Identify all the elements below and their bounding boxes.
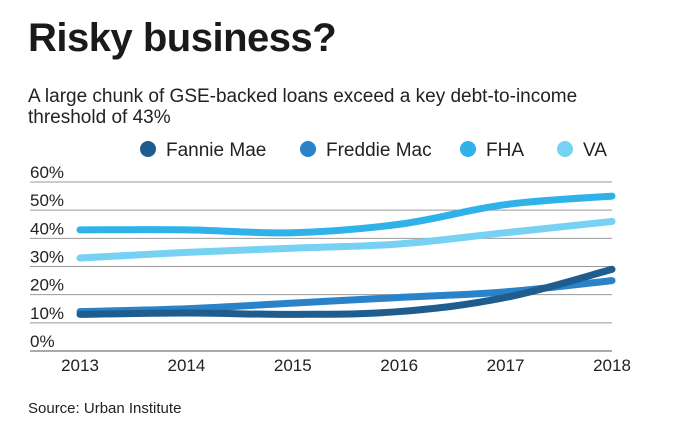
series-line-freddie-mac (76, 277, 616, 316)
x-tick-label: 2015 (274, 356, 312, 375)
series-line-va (76, 217, 616, 262)
legend-label: Fannie Mae (166, 140, 266, 161)
x-tick-label: 2018 (593, 356, 631, 375)
chart-title: Risky business? (28, 16, 337, 60)
x-tick-label: 2013 (61, 356, 99, 375)
y-tick-label: 0% (30, 332, 55, 351)
x-axis-ticks: 2013 2014 2015 2016 2017 2018 (61, 356, 631, 375)
legend-label: FHA (486, 140, 524, 161)
legend-label: Freddie Mac (326, 140, 432, 161)
gridlines (30, 181, 612, 352)
x-tick-label: 2016 (380, 356, 418, 375)
series-line-fha (76, 192, 616, 237)
legend: Fannie Mae Freddie Mac FHA VA (140, 140, 607, 161)
y-axis-ticks: 0% 10% 20% 30% 40% 50% 60% (30, 163, 64, 351)
y-tick-label: 40% (30, 219, 64, 238)
x-tick-label: 2017 (487, 356, 525, 375)
y-tick-label: 50% (30, 191, 64, 210)
legend-label: VA (583, 140, 607, 161)
legend-swatch (300, 141, 316, 157)
series-lines (76, 192, 616, 318)
y-tick-label: 60% (30, 163, 64, 182)
chart-subtitle: A large chunk of GSE-backed loans exceed… (28, 86, 578, 128)
y-tick-label: 10% (30, 304, 64, 323)
series-line-fannie-mae (76, 265, 616, 318)
legend-swatch (460, 141, 476, 157)
x-tick-label: 2014 (167, 356, 205, 375)
legend-swatch (140, 141, 156, 157)
source-note: Source: Urban Institute (28, 400, 182, 417)
y-tick-label: 30% (30, 248, 64, 267)
y-tick-label: 20% (30, 276, 64, 295)
legend-swatch (557, 141, 573, 157)
